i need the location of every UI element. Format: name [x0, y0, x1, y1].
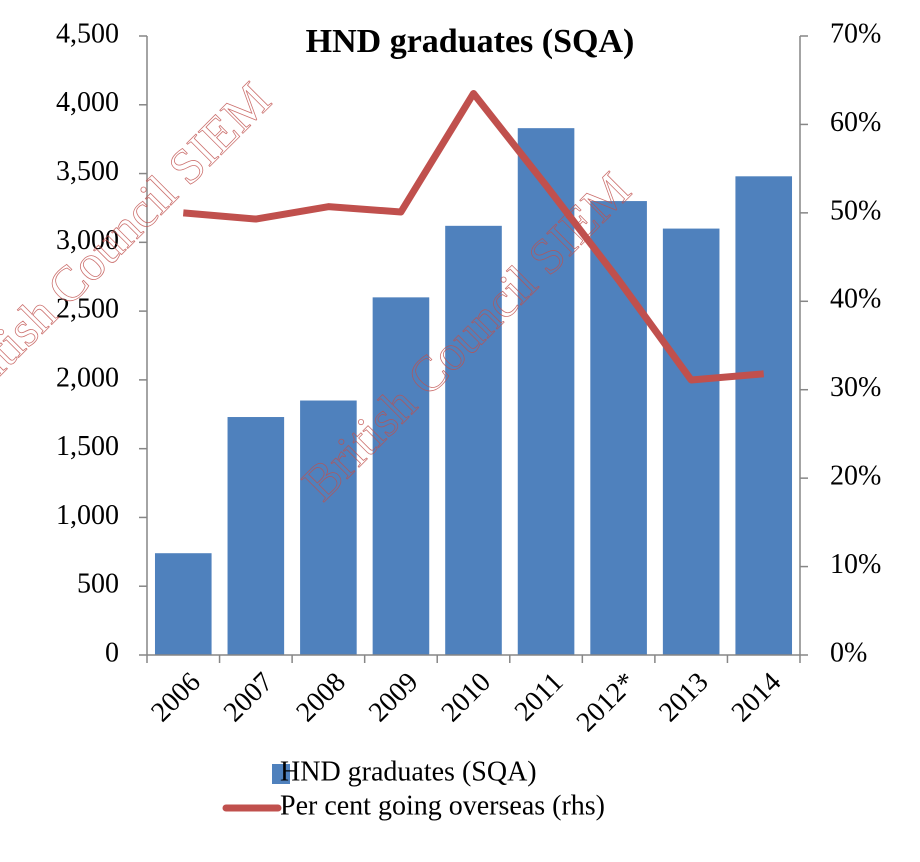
y-tick-label: 1,000	[56, 500, 119, 531]
y2-tick-label: 30%	[830, 372, 881, 403]
y2-tick-label: 50%	[830, 195, 881, 226]
bar	[662, 228, 720, 656]
legend-label: Per cent going overseas (rhs)	[280, 790, 605, 821]
y-tick-label: 0	[105, 637, 119, 668]
x-tick-label: 2009	[363, 667, 425, 729]
x-tick-label: 2011	[509, 667, 570, 728]
y-tick-label: 4,500	[56, 18, 119, 49]
watermark: British Council SIEM	[0, 71, 281, 421]
bar	[372, 297, 430, 655]
x-tick-label: 2014	[726, 667, 788, 729]
bar	[517, 128, 575, 655]
y2-tick-label: 40%	[830, 284, 881, 315]
legend-swatch	[272, 764, 290, 784]
y2-tick-label: 0%	[830, 637, 867, 668]
y-tick-label: 3,000	[56, 225, 119, 256]
x-tick-label: 2013	[653, 667, 715, 729]
bar	[300, 400, 357, 655]
chart-title: HND graduates (SQA)	[306, 23, 635, 60]
x-tick-label: 2012*	[571, 667, 642, 738]
y-tick-label: 2,500	[56, 294, 119, 325]
y-tick-label: 2,000	[56, 362, 119, 393]
x-tick-label: 2010	[435, 667, 497, 729]
x-tick-label: 2007	[218, 667, 280, 729]
y2-tick-label: 10%	[830, 549, 881, 580]
bar	[154, 553, 212, 655]
y2-tick-label: 70%	[830, 18, 881, 49]
bar	[590, 201, 647, 656]
line	[182, 89, 765, 384]
y2-tick-label: 20%	[830, 461, 881, 492]
bar	[227, 417, 285, 655]
x-tick-label: 2008	[290, 667, 352, 729]
y-tick-label: 500	[77, 569, 119, 600]
bar	[735, 176, 793, 655]
x-tick-label: 2006	[145, 667, 207, 729]
bar	[445, 225, 502, 655]
legend-label: HND graduates (SQA)	[280, 756, 537, 787]
y-tick-label: 3,500	[56, 156, 119, 187]
y-tick-label: 4,000	[56, 87, 119, 118]
y-tick-label: 1,500	[56, 431, 119, 462]
y2-tick-label: 60%	[830, 107, 881, 138]
